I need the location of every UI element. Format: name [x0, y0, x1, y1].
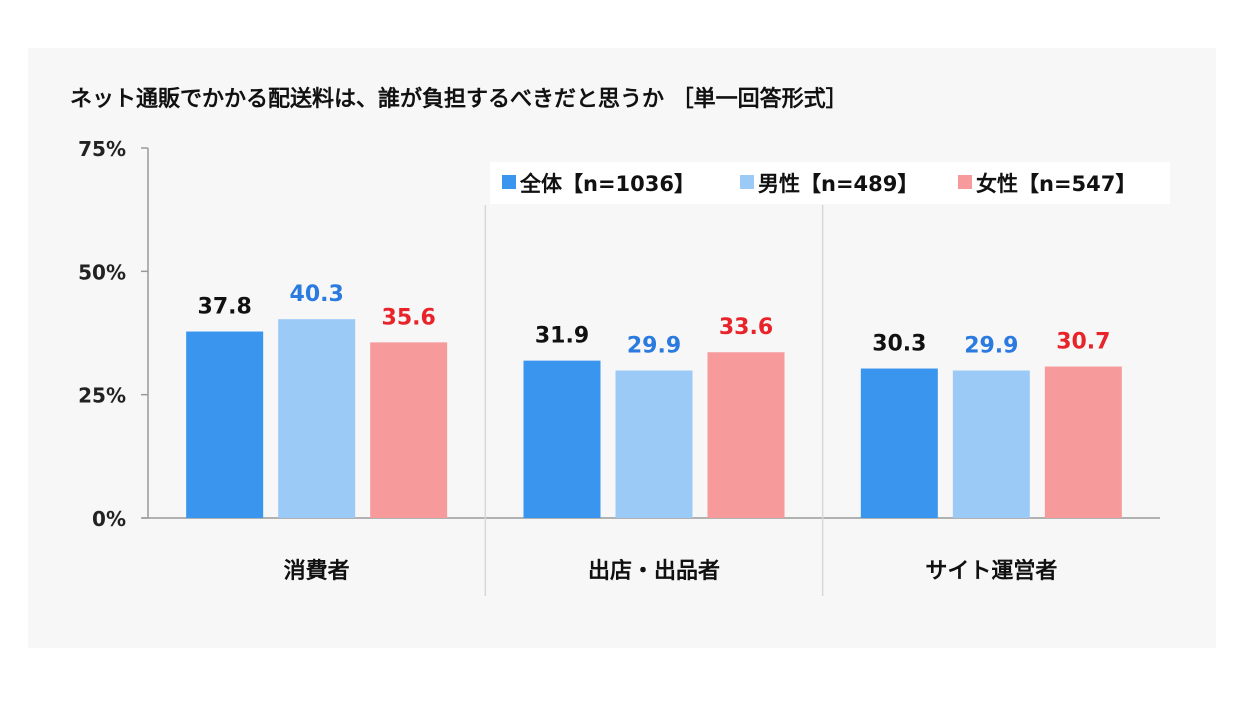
category-label: サイト運営者 [925, 558, 1057, 584]
bar [952, 370, 1030, 518]
data-label: 35.6 [382, 305, 436, 330]
data-label: 30.3 [872, 332, 926, 357]
data-label: 29.9 [964, 333, 1018, 358]
y-tick-label: 0% [92, 507, 126, 531]
data-label: 33.6 [719, 315, 773, 340]
bar [278, 319, 356, 518]
bar [370, 342, 448, 518]
category-label: 出店・出品者 [588, 559, 720, 584]
data-label: 29.9 [627, 333, 681, 358]
bar [615, 370, 693, 518]
data-label: 40.3 [290, 282, 344, 307]
bar [1044, 366, 1122, 518]
legend-swatch [958, 175, 972, 189]
legend-box [490, 162, 1170, 204]
data-label: 31.9 [535, 324, 589, 349]
bar [707, 352, 785, 518]
legend-swatch [740, 175, 754, 189]
y-tick-label: 50% [78, 260, 126, 284]
chart-title: ネット通販でかかる配送料は、誰が負担するべきだと思うか ［単一回答形式］ [70, 86, 848, 112]
y-tick-label: 25% [78, 384, 126, 408]
bar [860, 368, 938, 518]
bar [186, 331, 264, 518]
bar [523, 360, 601, 518]
data-label: 30.7 [1056, 330, 1110, 355]
category-label: 消費者 [284, 559, 350, 584]
legend-label: 女性【n=547】 [976, 172, 1136, 196]
legend-swatch [502, 175, 516, 189]
y-tick-label: 75% [78, 137, 126, 161]
legend-label: 全体【n=1036】 [519, 172, 695, 196]
legend-label: 男性【n=489】 [758, 172, 918, 196]
data-label: 37.8 [198, 295, 252, 320]
